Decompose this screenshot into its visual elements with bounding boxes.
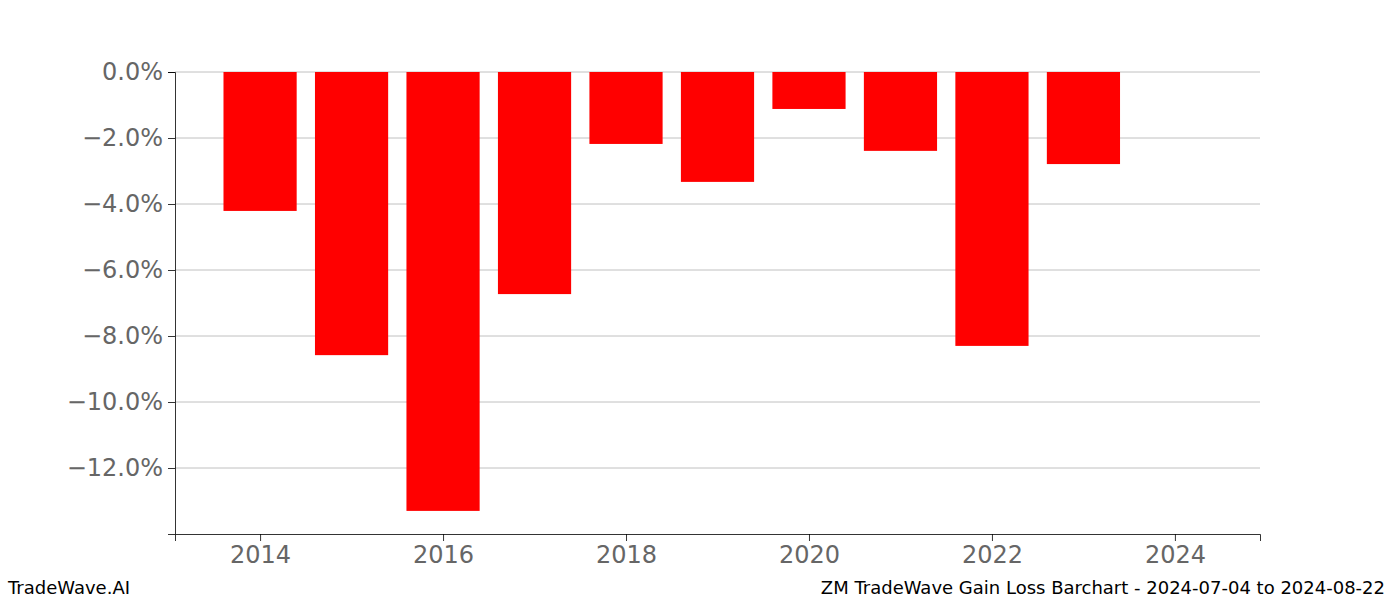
tick-label: 2022	[962, 541, 1023, 569]
tick: −12.0%	[67, 454, 175, 482]
tick-label: 2024	[1145, 541, 1206, 569]
bar	[955, 72, 1028, 346]
tick-label: −8.0%	[82, 322, 163, 350]
bar	[1047, 72, 1120, 164]
plot: 0.0% −2.0% −4.0% −6.0% −8.0% −10.0% −12.0% 2014…	[67, 58, 1261, 569]
tick-label: −12.0%	[67, 454, 163, 482]
tick-mark	[168, 138, 175, 139]
axis-line	[168, 73, 176, 535]
x-axis: 2014 2016 2018 2020 2022 2024	[176, 534, 1261, 569]
tick-label: −6.0%	[82, 256, 163, 284]
tick-mark	[992, 534, 993, 541]
tick-label: 0.0%	[102, 58, 163, 86]
tick-label: −10.0%	[67, 388, 163, 416]
bar	[406, 72, 479, 511]
tick: 2022	[962, 534, 1023, 569]
bar	[498, 72, 571, 294]
tick-mark	[809, 534, 810, 541]
axis-line	[176, 535, 1261, 542]
tick-mark	[443, 534, 444, 541]
tick: −8.0%	[82, 322, 175, 350]
tick-label: 2016	[413, 541, 474, 569]
tick: 2018	[596, 534, 657, 569]
bar	[681, 72, 754, 182]
tick: 2016	[413, 534, 474, 569]
tick-label: 2014	[230, 541, 291, 569]
tick-mark	[260, 534, 261, 541]
tick-mark	[168, 270, 175, 271]
bar	[223, 72, 296, 211]
tick: −6.0%	[82, 256, 175, 284]
annotation: ZM TradeWave Gain Loss Barchart - 2024-0…	[821, 577, 1385, 598]
tick-mark	[626, 534, 627, 541]
y-axis: 0.0% −2.0% −4.0% −6.0% −8.0% −10.0% −12.0%	[67, 58, 176, 534]
tick-label: 2020	[779, 541, 840, 569]
bars	[223, 72, 1120, 511]
tick-label: −2.0%	[82, 124, 163, 152]
bar	[589, 72, 662, 144]
tick: −4.0%	[82, 190, 175, 218]
bar	[772, 72, 845, 109]
chart: 0.0% −2.0% −4.0% −6.0% −8.0% −10.0% −12.0% 2014…	[0, 0, 1400, 600]
tick-mark	[168, 402, 175, 403]
tick: 2014	[230, 534, 291, 569]
tick-mark	[168, 72, 175, 73]
tick-mark	[168, 468, 175, 469]
grid-line	[175, 402, 1260, 403]
tick: −2.0%	[82, 124, 175, 152]
tick: 2024	[1145, 534, 1206, 569]
grid-line	[175, 468, 1260, 469]
bar	[315, 72, 388, 355]
tick-mark	[168, 204, 175, 205]
tick-label: 2018	[596, 541, 657, 569]
annotation: TradeWave.AI	[7, 577, 130, 598]
bar	[864, 72, 937, 151]
tick-mark	[1175, 534, 1176, 541]
tick: 0.0%	[102, 58, 175, 86]
tick: 2020	[779, 534, 840, 569]
tick-mark	[168, 336, 175, 337]
tick-label: −4.0%	[82, 190, 163, 218]
grid	[175, 72, 1260, 468]
tick: −10.0%	[67, 388, 175, 416]
